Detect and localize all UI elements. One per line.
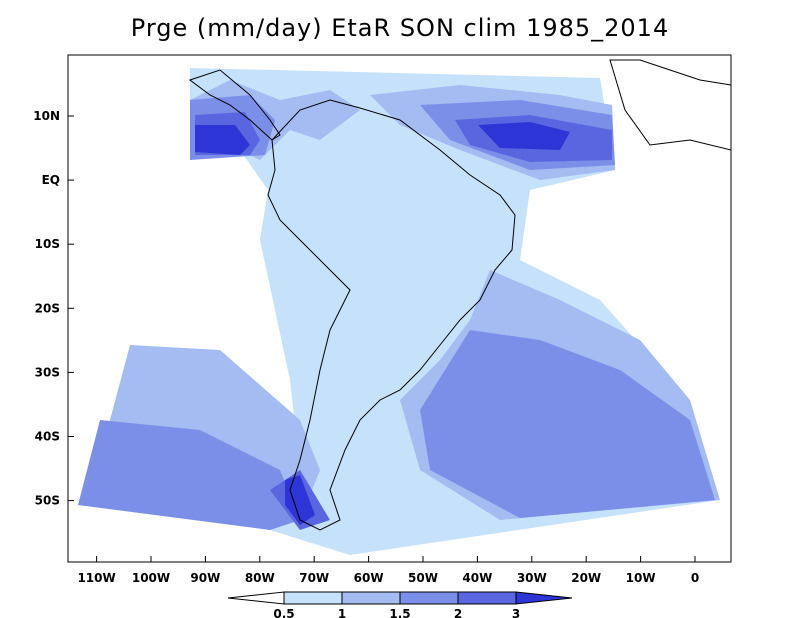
precipitation-field bbox=[78, 68, 720, 555]
contour-level-3c bbox=[420, 330, 715, 518]
lat-tick-label: 30S bbox=[35, 365, 60, 379]
lat-tick-label: 20S bbox=[35, 301, 60, 315]
colorbar-swatch bbox=[399, 591, 459, 605]
lon-tick-label: 50W bbox=[408, 571, 438, 585]
colorbar-label: 3 bbox=[512, 607, 520, 618]
map-title: Prge (mm/day) EtaR SON clim 1985_2014 bbox=[130, 14, 670, 42]
lat-tick-label: 10S bbox=[35, 237, 60, 251]
colorbar-swatch bbox=[341, 591, 401, 605]
lat-tick-label: 50S bbox=[35, 494, 60, 508]
south-america-coastline bbox=[267, 99, 516, 531]
lon-tick-label: 40W bbox=[462, 571, 492, 585]
colorbar: 0.5 1 1.5 2 3 bbox=[227, 591, 573, 618]
colorbar-label: 0.5 bbox=[273, 607, 294, 618]
lat-tick-label: 10N bbox=[33, 109, 60, 123]
colorbar-label: 1.5 bbox=[389, 607, 410, 618]
lon-tick-label: 90W bbox=[190, 571, 220, 585]
colorbar-swatch bbox=[457, 591, 517, 605]
colorbar-swatch bbox=[227, 591, 285, 605]
contour-level-5 bbox=[195, 125, 250, 155]
lon-tick-label: 60W bbox=[354, 571, 384, 585]
lat-tick-label: EQ bbox=[42, 173, 60, 187]
contour-level-5b bbox=[478, 122, 570, 150]
colorbar-label: 1 bbox=[338, 607, 346, 618]
lon-tick-label: 70W bbox=[299, 571, 329, 585]
lon-tick-label: 80W bbox=[245, 571, 275, 585]
contour-level-3d bbox=[78, 420, 300, 530]
longitude-axis: 110W 100W 90W 80W 70W 60W 50W 40W 30W 20W 10W 0 bbox=[77, 556, 699, 585]
central-america-coastline bbox=[188, 69, 281, 141]
africa-coastline bbox=[609, 59, 731, 151]
coastlines bbox=[188, 59, 731, 531]
lon-tick-label: 100W bbox=[132, 571, 170, 585]
latitude-axis: 10N EQ 10S 20S 30S 40S 50S bbox=[33, 109, 74, 508]
lon-tick-label: 30W bbox=[517, 571, 547, 585]
colorbar-label: 2 bbox=[454, 607, 462, 618]
lon-tick-label: 110W bbox=[77, 571, 115, 585]
colorbar-swatch bbox=[515, 591, 573, 605]
contour-level-5c bbox=[285, 475, 315, 525]
lon-tick-label: 0 bbox=[691, 571, 699, 585]
colorbar-swatch bbox=[283, 591, 343, 605]
lon-tick-label: 10W bbox=[626, 571, 656, 585]
lat-tick-label: 40S bbox=[35, 430, 60, 444]
lon-tick-label: 20W bbox=[571, 571, 601, 585]
